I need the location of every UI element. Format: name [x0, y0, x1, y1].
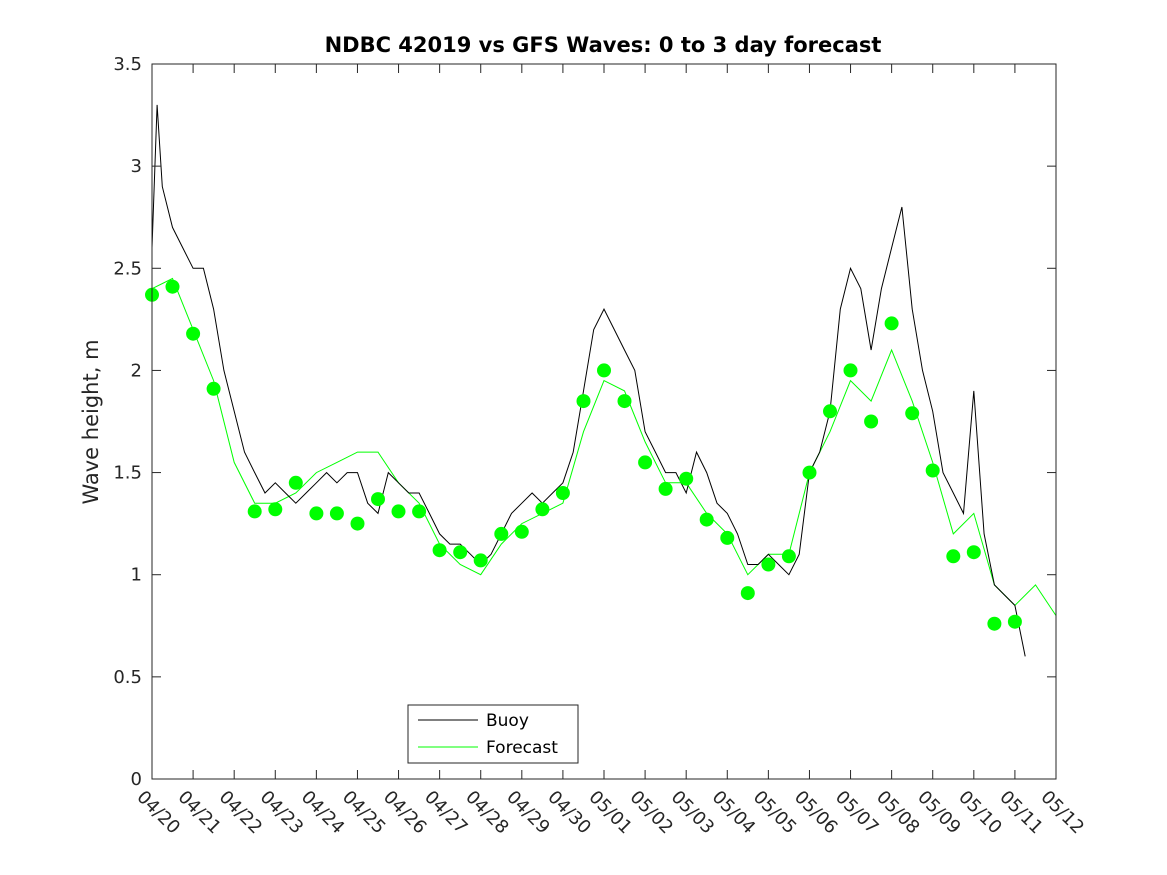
forecast-marker	[925, 463, 940, 478]
forecast-marker	[823, 404, 837, 419]
forecast-marker	[658, 481, 673, 496]
buoy-series	[151, 104, 1026, 657]
forecast-marker	[699, 512, 714, 527]
forecast-marker	[617, 394, 632, 409]
forecast-series	[151, 277, 1057, 616]
forecast-marker	[761, 557, 776, 572]
buoy-line	[151, 104, 1026, 657]
forecast-marker	[309, 506, 324, 521]
forecast-marker	[412, 504, 427, 519]
forecast-marker	[473, 553, 488, 568]
chart-title: NDBC 42019 vs GFS Waves: 0 to 3 day fore…	[325, 33, 882, 57]
forecast-marker	[720, 530, 735, 545]
y-tick-label: 0.5	[113, 667, 142, 688]
forecast-line	[151, 277, 1057, 616]
forecast-marker	[391, 504, 406, 519]
x-tick-label: 04/28	[461, 787, 513, 839]
plot-area	[152, 64, 1056, 779]
forecast-marker	[206, 381, 221, 396]
x-tick-label: 05/10	[954, 787, 1006, 839]
forecast-marker	[740, 586, 755, 601]
x-tick-label: 05/05	[749, 787, 801, 839]
forecast-marker	[247, 504, 262, 519]
y-tick-label: 1.5	[113, 463, 142, 484]
x-tick-label: 05/09	[913, 787, 965, 839]
forecast-marker	[884, 316, 899, 331]
x-tick-label: 04/29	[502, 787, 554, 839]
x-tick-label: 04/21	[174, 787, 226, 839]
forecast-marker	[1007, 614, 1022, 629]
legend-forecast-label: Forecast	[486, 738, 558, 758]
y-axis-label: Wave height, m	[79, 339, 103, 504]
x-tick-label: 04/25	[338, 787, 390, 839]
forecast-marker	[350, 516, 365, 531]
x-tick-label: 05/02	[626, 787, 678, 839]
forecast-marker	[432, 543, 447, 558]
forecast-marker	[638, 455, 653, 470]
x-tick-label: 05/08	[872, 787, 924, 839]
forecast-marker	[597, 363, 611, 378]
x-tick-label: 04/20	[132, 787, 184, 839]
forecast-marker	[905, 406, 920, 421]
x-tick-label: 05/04	[708, 787, 760, 839]
forecast-marker	[576, 394, 591, 409]
forecast-marker	[186, 326, 201, 341]
forecast-marker	[555, 486, 570, 500]
forecast-marker	[371, 492, 385, 507]
y-tick-label: 1	[131, 565, 142, 586]
forecast-marker	[453, 545, 468, 560]
forecast-marker	[781, 549, 796, 564]
forecast-marker	[288, 475, 303, 490]
x-tick-label: 04/30	[543, 787, 595, 839]
y-axis-ticks: 0 0.5 1 1.5 2 2.5 3 3.5	[113, 54, 1056, 790]
x-tick-label: 05/01	[584, 787, 636, 839]
x-tick-label: 04/27	[420, 787, 472, 839]
x-tick-label: 05/06	[790, 787, 842, 839]
x-tick-label: 05/11	[995, 787, 1047, 839]
forecast-marker	[802, 465, 817, 480]
forecast-marker	[843, 363, 858, 378]
forecast-marker	[946, 549, 961, 564]
x-tick-label: 05/12	[1036, 787, 1088, 839]
y-tick-label: 3.5	[113, 54, 142, 75]
legend: Buoy Forecast	[407, 704, 579, 764]
y-tick-label: 0	[131, 769, 142, 790]
y-tick-label: 3	[131, 156, 142, 177]
x-tick-label: 04/26	[379, 787, 431, 839]
forecast-marker	[268, 502, 283, 517]
forecast-marker	[679, 471, 694, 486]
legend-buoy-label: Buoy	[486, 711, 529, 731]
legend-box	[407, 704, 579, 764]
forecast-marker	[535, 502, 550, 517]
forecast-marker	[987, 616, 1002, 631]
forecast-marker	[514, 524, 529, 539]
x-tick-label: 04/22	[215, 787, 267, 839]
forecast-markers	[145, 279, 1022, 631]
x-tick-label: 04/23	[256, 787, 308, 839]
forecast-marker	[494, 526, 509, 541]
forecast-marker	[165, 279, 180, 294]
y-tick-label: 2.5	[113, 258, 142, 279]
x-tick-label: 05/03	[667, 787, 719, 839]
forecast-marker	[864, 414, 879, 429]
x-tick-label: 05/07	[831, 787, 883, 839]
forecast-marker	[966, 545, 981, 560]
forecast-marker	[329, 506, 344, 521]
x-tick-label: 04/24	[297, 787, 349, 839]
y-tick-label: 2	[131, 360, 142, 381]
